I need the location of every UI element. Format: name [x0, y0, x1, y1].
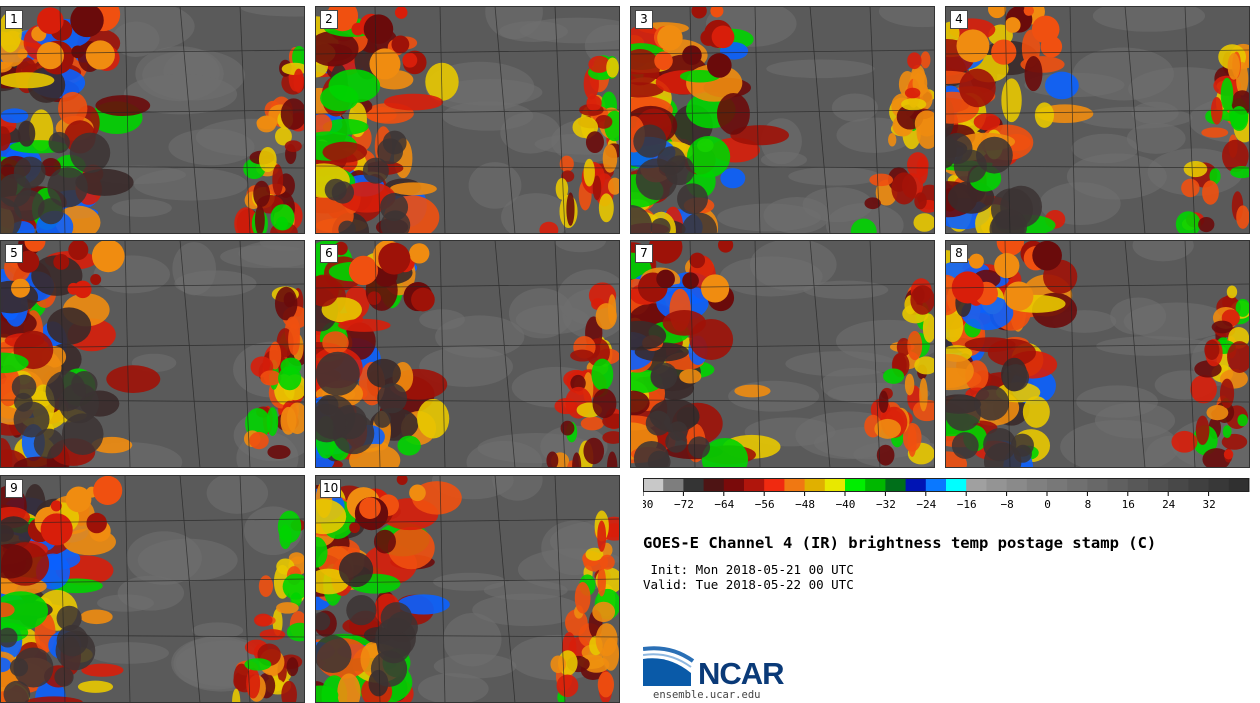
member-panel-2: 2: [315, 6, 620, 234]
colorbar-segment: [865, 478, 886, 492]
colorbar-segment: [744, 478, 765, 492]
ir-map: [0, 240, 305, 468]
colorbar-segment: [1006, 478, 1028, 492]
member-panel-8: 8: [945, 240, 1250, 468]
panel-label: 8: [950, 244, 968, 263]
colorbar-segment: [824, 478, 846, 492]
ir-map: [315, 475, 620, 703]
init-time: Init: Mon 2018-05-21 00 UTC: [643, 562, 854, 577]
colorbar-segment: [804, 478, 826, 492]
panel-label: 2: [320, 10, 338, 29]
colorbar-tick-label: −16: [957, 498, 977, 511]
member-panel-3: 3: [630, 6, 935, 234]
ir-map: [945, 240, 1250, 468]
ir-map: [0, 475, 305, 703]
colorbar-tick-label: −24: [916, 498, 936, 511]
colorbar-segment: [1047, 478, 1068, 492]
ncar-logo-icon: [643, 646, 695, 686]
colorbar-tick-label: −48: [795, 498, 815, 511]
ir-map: [630, 6, 935, 234]
colorbar-segment: [1148, 478, 1169, 492]
colorbar-segment: [885, 478, 907, 492]
member-panel-5: 5: [0, 240, 305, 468]
colorbar-tick-label: 0: [1044, 498, 1051, 511]
ir-map: [0, 6, 305, 234]
colorbar-tick-label: −32: [876, 498, 896, 511]
figure-title: GOES-E Channel 4 (IR) brightness temp po…: [643, 534, 1157, 552]
colorbar-tick-label: 32: [1202, 498, 1215, 511]
colorbar-segment: [966, 478, 987, 492]
colorbar-segment: [925, 478, 947, 492]
member-panel-6: 6: [315, 240, 620, 468]
member-panel-10: 10: [315, 475, 620, 703]
ir-map: [315, 240, 620, 468]
panel-label: 10: [320, 479, 342, 498]
panel-label: 4: [950, 10, 968, 29]
colorbar-segment: [1127, 478, 1149, 492]
member-panel-7: 7: [630, 240, 935, 468]
colorbar-tick-label: −64: [714, 498, 734, 511]
member-panel-4: 4: [945, 6, 1250, 234]
colorbar-segment: [683, 478, 705, 492]
colorbar-segment: [1188, 478, 1210, 492]
colorbar-segment: [1228, 478, 1250, 492]
colorbar-tick-label: 16: [1122, 498, 1135, 511]
colorbar-segment: [946, 478, 967, 492]
colorbar-tick-label: 8: [1085, 498, 1092, 511]
colorbar-segment: [1208, 478, 1230, 492]
colorbar-segment: [784, 478, 806, 492]
colorbar-segment: [905, 478, 927, 492]
colorbar-segment: [1107, 478, 1129, 492]
colorbar-segment: [643, 478, 664, 492]
panel-label: 3: [635, 10, 653, 29]
colorbar-tick-label: −80: [643, 498, 653, 511]
panel-label: 6: [320, 244, 338, 263]
ir-map: [630, 240, 935, 468]
panel-label: 1: [5, 10, 23, 29]
colorbar-segment: [986, 478, 1008, 492]
colorbar-segment: [703, 478, 725, 492]
ir-map: [315, 6, 620, 234]
ir-map: [945, 6, 1250, 234]
colorbar-segment: [723, 478, 745, 492]
member-panel-1: 1: [0, 6, 305, 234]
valid-time: Valid: Tue 2018-05-22 00 UTC: [643, 577, 854, 592]
colorbar-segment: [845, 478, 866, 492]
colorbar-tick-label: −56: [755, 498, 775, 511]
panel-label: 9: [5, 479, 23, 498]
colorbar-tick-label: −40: [836, 498, 856, 511]
member-panel-9: 9: [0, 475, 305, 703]
colorbar-segment: [1067, 478, 1088, 492]
panel-label: 7: [635, 244, 653, 263]
logo-wordmark: NCAR: [698, 656, 785, 691]
colorbar-segment: [1168, 478, 1189, 492]
colorbar-tick-label: −8: [1000, 498, 1013, 511]
site-url: ensemble.ucar.edu: [653, 689, 761, 701]
colorbar-tick-label: −72: [674, 498, 694, 511]
colorbar-segment: [663, 478, 684, 492]
colorbar-segment: [1026, 478, 1048, 492]
colorbar-tick-label: 24: [1162, 498, 1176, 511]
panel-label: 5: [5, 244, 23, 263]
colorbar-segment: [764, 478, 785, 492]
colorbar-segment: [1087, 478, 1109, 492]
